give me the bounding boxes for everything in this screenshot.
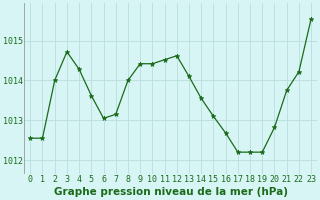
X-axis label: Graphe pression niveau de la mer (hPa): Graphe pression niveau de la mer (hPa) — [54, 187, 288, 197]
